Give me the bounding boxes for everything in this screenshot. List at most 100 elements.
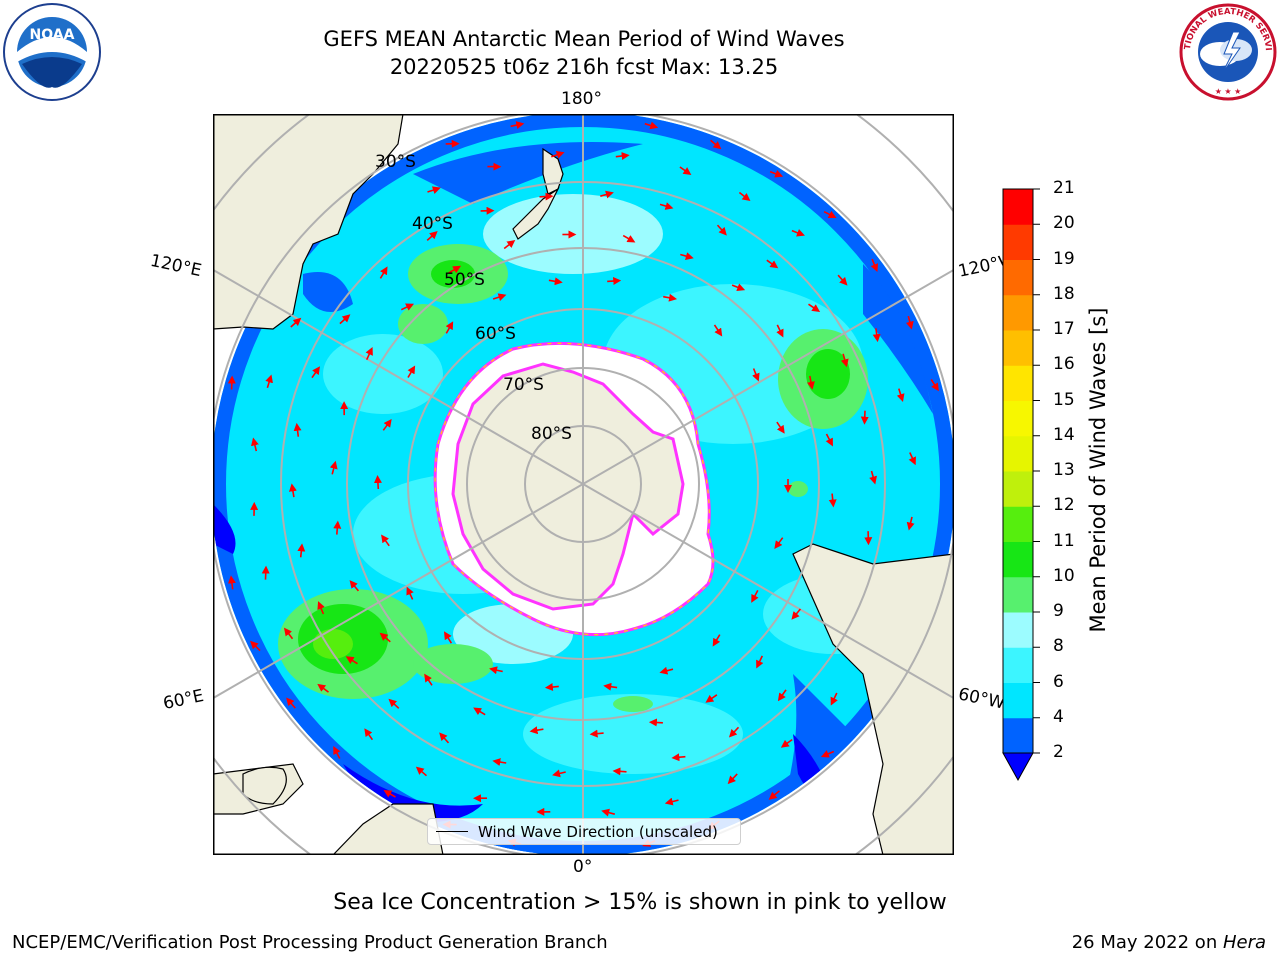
- legend-label: Wind Wave Direction (unscaled): [478, 822, 718, 841]
- lat-label-50s: 50°S: [444, 270, 485, 290]
- wind-wave-arrow: [663, 293, 678, 302]
- colorbar-tick-label: 17: [1053, 319, 1075, 339]
- wind-wave-arrow: [905, 315, 914, 330]
- wind-wave-arrow: [548, 277, 563, 286]
- footer-date: 26 May 2022 on Hera: [1072, 932, 1266, 953]
- colorbar-bin: [1003, 506, 1033, 542]
- wind-wave-arrow: [503, 239, 516, 250]
- wind-wave-arrow: [589, 729, 604, 738]
- wind-wave-arrow: [373, 475, 382, 490]
- wind-wave-arrow: [716, 224, 727, 236]
- graticule: [213, 114, 954, 855]
- land-south-america: [792, 543, 954, 855]
- wind-wave-arrow: [896, 388, 905, 403]
- colorbar-bin: [1003, 612, 1033, 648]
- wind-wave-arrow: [791, 608, 802, 620]
- wind-wave-arrow: [615, 152, 630, 161]
- wind-wave-arrow: [529, 726, 544, 735]
- wind-wave-arrow: [791, 229, 805, 237]
- wind-wave-arrow: [333, 746, 341, 759]
- wind-wave-arrow: [752, 368, 760, 382]
- sea-ice-ring: [433, 341, 715, 637]
- wind-wave-arrow: [443, 631, 453, 644]
- colorbar-tick-label: 4: [1053, 706, 1064, 727]
- wind-wave-arrow: [769, 170, 784, 178]
- land-madagascar: [242, 766, 287, 805]
- colorbar-bin: [1003, 541, 1033, 578]
- polar-map-canvas: [213, 114, 954, 855]
- wind-wave-arrow: [710, 139, 722, 150]
- colorbar-tick-label: 11: [1053, 530, 1075, 551]
- wind-wave-arrow: [607, 277, 622, 286]
- wind-wave-arrow: [297, 543, 306, 558]
- lat-label-40s: 40°S: [412, 214, 453, 234]
- wind-wave-arrow: [333, 520, 342, 535]
- wind-wave-arrow: [286, 697, 296, 709]
- colorbar-bin: [1003, 576, 1033, 613]
- wind-wave-arrow: [539, 192, 554, 201]
- nws-logo: NATIONAL WEATHER SERVICE ★ ★ ★: [1174, 0, 1278, 102]
- wind-wave-arrow: [828, 493, 837, 508]
- noaa-logo: NOAA: [2, 2, 102, 102]
- wind-wave-arrow: [473, 707, 486, 716]
- colorbar-tick-label: 18: [1053, 283, 1075, 304]
- wind-wave-arrow: [552, 769, 566, 778]
- wind-wave-arrow: [407, 365, 416, 378]
- wind-wave-arrow: [823, 210, 837, 219]
- colorbar-bin: [1003, 647, 1033, 683]
- wind-wave-arrow: [825, 433, 833, 447]
- wind-wave-arrow: [251, 437, 259, 452]
- wind-wave-arrow: [679, 166, 692, 175]
- wind-wave-arrow: [780, 738, 793, 748]
- colorbar-under-triangle: [1002, 752, 1034, 782]
- colorbar-tick-label: 10: [1053, 565, 1075, 586]
- wind-wave-arrow: [766, 259, 779, 269]
- wind-wave-arrow: [776, 324, 784, 338]
- wind-wave-arrow: [777, 689, 787, 702]
- sea-ice-note: Sea Ice Concentration > 15% is shown in …: [333, 890, 947, 915]
- colorbar-bin: [1003, 259, 1033, 296]
- colorbar-tick-label: 19: [1053, 248, 1075, 269]
- chart-subtitle: 20220525 t06z 216h fcst Max: 13.25: [389, 55, 779, 79]
- lon-label-0: 0°: [573, 857, 593, 877]
- wind-wave-arrow: [424, 673, 433, 686]
- wind-wave-arrow: [492, 293, 507, 302]
- svg-text:NOAA: NOAA: [30, 27, 75, 43]
- lat-label-30s: 30°S: [375, 152, 416, 172]
- wind-wave-arrow: [227, 575, 236, 590]
- lon-label-60w: 60°W: [956, 684, 1007, 714]
- svg-text:★ ★ ★: ★ ★ ★: [1215, 87, 1242, 96]
- colorbar-tick-label: 9: [1053, 601, 1064, 621]
- wind-wave-arrow: [426, 231, 438, 241]
- wind-wave-arrow: [382, 418, 392, 431]
- colorbar-tick-label: 8: [1053, 636, 1064, 657]
- colorbar-bin: [1003, 294, 1033, 331]
- wind-wave-arrow: [364, 728, 374, 741]
- wind-wave-arrow: [317, 601, 325, 615]
- wind-wave-arrow: [400, 303, 415, 311]
- wind-wave-arrow: [544, 683, 559, 691]
- wind-wave-arrow: [283, 627, 294, 640]
- wind-wave-arrow: [906, 516, 915, 531]
- wind-wave-arrow: [445, 321, 454, 334]
- colorbar-tick-label: 13: [1053, 460, 1075, 480]
- wind-wave-arrow: [644, 121, 659, 130]
- colorbar-bin: [1003, 471, 1033, 507]
- colorbar-tick-label: 20: [1053, 213, 1075, 234]
- wind-wave-arrow: [383, 789, 396, 798]
- colorbar-tick-label: 2: [1053, 742, 1064, 762]
- wind-wave-arrow: [551, 150, 565, 159]
- wind-wave-arrow: [751, 590, 759, 603]
- wind-wave-arrow: [727, 773, 738, 785]
- lon-label-120e: 120°E: [148, 250, 204, 282]
- wind-wave-arrow: [738, 191, 751, 202]
- wind-wave-arrow: [930, 379, 939, 392]
- wind-wave-arrow: [290, 317, 302, 328]
- wind-wave-arrow: [776, 421, 785, 434]
- wind-wave-arrow: [415, 766, 428, 777]
- wind-wave-arrow: [870, 258, 879, 272]
- wind-wave-arrow: [659, 666, 674, 675]
- wind-wave-arrow: [756, 655, 764, 669]
- wind-wave-arrow: [265, 374, 273, 389]
- wind-wave-arrow: [705, 694, 718, 703]
